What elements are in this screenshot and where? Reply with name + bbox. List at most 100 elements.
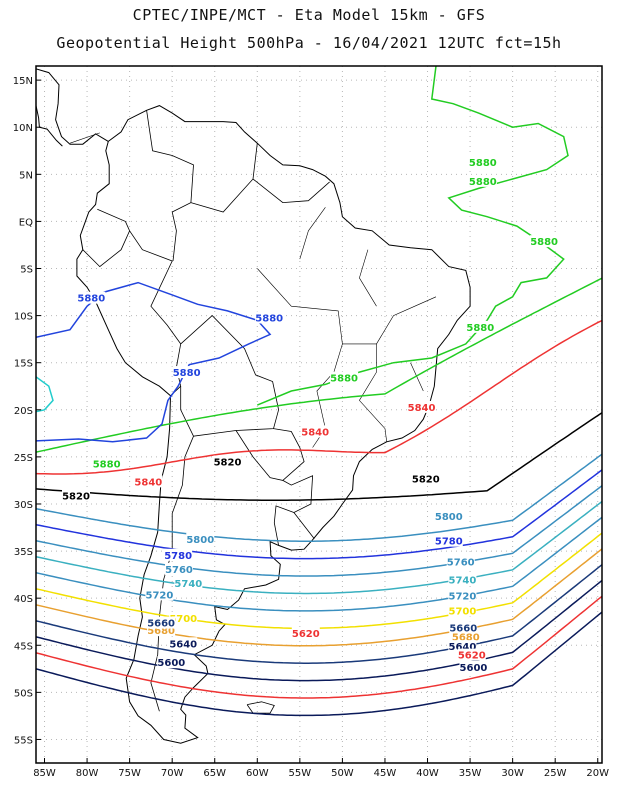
lon-tick-label: 45W (374, 768, 397, 779)
contour-label: 5880 (330, 374, 358, 385)
map-frame (35, 65, 603, 764)
contour-label-bg (407, 400, 436, 413)
contour-label-bg (169, 611, 198, 624)
contour-line-5720 (36, 516, 602, 612)
contour-label: 5640 (448, 642, 476, 653)
falkland-islands (246, 701, 275, 714)
lon-tick-label: 35W (459, 768, 482, 779)
lat-tick-label: EQ (19, 217, 33, 228)
country-border (273, 505, 295, 546)
lon-tick-label: 20W (586, 768, 609, 779)
lat-tick-label: 10S (14, 312, 33, 323)
contour-label-bg (457, 648, 486, 661)
contour-label-bg (411, 472, 440, 485)
contour-line-5800 (36, 453, 602, 542)
lat-tick-label: 15N (13, 76, 33, 87)
contour-line-5780 (36, 469, 602, 560)
contour-line-5640 (36, 579, 602, 682)
central-america-pacific-coast (36, 105, 63, 147)
map-title-line-1: CPTEC/INPE/MCT - Eta Model 15km - GFS (132, 6, 486, 24)
contour-label: 5740 (174, 579, 202, 590)
graticule-grid (36, 66, 602, 763)
lon-tick-label: 25W (544, 768, 567, 779)
lat-tick-label: 45S (14, 641, 33, 652)
contour-label: 5820 (62, 491, 90, 502)
contour-label-bg (468, 156, 497, 169)
state-border (359, 249, 377, 307)
country-border (82, 230, 130, 268)
contour-label-bg (213, 455, 242, 468)
lat-tick-label: 10N (13, 123, 33, 134)
country-border (146, 110, 194, 262)
contour-label-bg (330, 371, 359, 384)
lat-tick-label: 35S (14, 547, 33, 558)
contour-label: 5780 (164, 551, 192, 562)
contour-label: 5880 (469, 177, 497, 188)
lon-tick-label: 60W (246, 768, 269, 779)
contour-line-small-cyan (36, 376, 54, 413)
contour-label: 5880 (173, 368, 201, 379)
contour-label: 5620 (458, 651, 486, 662)
contour-line-5600 (36, 611, 602, 717)
contour-label-bg (448, 573, 477, 586)
contour-line-5680 (36, 548, 602, 647)
contour-label-bg (434, 534, 463, 547)
lat-tick-label: 40S (14, 594, 33, 605)
contour-label: 5720 (145, 590, 173, 601)
state-border (410, 362, 424, 392)
lon-tick-label: 70W (161, 768, 184, 779)
lat-tick-label: 30S (14, 500, 33, 511)
contour-label: 5780 (435, 537, 463, 548)
contour-line-5740 (36, 500, 602, 595)
contour-label: 5660 (147, 619, 175, 630)
contour-label-bg (62, 489, 91, 502)
lat-tick-label: 20S (14, 406, 33, 417)
lon-tick-label: 85W (33, 768, 56, 779)
country-border (252, 178, 330, 204)
contour-label: 5620 (292, 629, 320, 640)
contour-label-bg (172, 366, 201, 379)
contour-label: 5600 (157, 658, 185, 669)
contour-label: 5820 (412, 474, 440, 485)
contour-label-bg (530, 235, 559, 248)
contour-label: 5800 (186, 535, 214, 546)
contour-label-bg (451, 630, 480, 643)
lon-tick-label: 30W (501, 768, 524, 779)
contour-label-bg (164, 562, 193, 575)
contour-label-bg (466, 320, 495, 333)
contour-line-5880 (36, 277, 602, 453)
contour-label: 5840 (134, 477, 162, 488)
south-america-coastline (76, 105, 471, 744)
contour-line-5700 (36, 532, 602, 630)
contour-label-bg (459, 660, 488, 673)
contour-label-bg (186, 532, 215, 545)
contour-line-5620 (36, 595, 602, 699)
contour-label-bg (92, 457, 121, 470)
contour-line-5880-atlantic (257, 66, 569, 406)
contour-line-5820 (36, 412, 602, 501)
contour-label: 5880 (469, 158, 497, 169)
contour-label: 5800 (435, 512, 463, 523)
lat-tick-label: 50S (14, 688, 33, 699)
contour-label-bg (77, 291, 106, 304)
contour-label: 5840 (408, 403, 436, 414)
country-border (190, 143, 258, 213)
lon-tick-label: 75W (118, 768, 141, 779)
contour-label: 5720 (448, 591, 476, 602)
contour-label: 5660 (449, 623, 477, 634)
contour-label-bg (301, 425, 330, 438)
lat-tick-label: 5S (20, 265, 33, 276)
lat-tick-label: 15S (14, 359, 33, 370)
contour-label: 5740 (448, 575, 476, 586)
contour-labels: 5880 5880 5880 5880 5880 5880 5880 5880 5880 5840… (62, 156, 559, 674)
contour-line-5880-inland (36, 281, 272, 443)
contour-label-bg (291, 626, 320, 639)
country-border (235, 428, 305, 481)
contour-label-bg (169, 637, 198, 650)
contour-label-bg (145, 588, 174, 601)
contour-label-bg (434, 510, 463, 523)
contour-label: 5880 (466, 323, 494, 334)
contour-label-bg (448, 604, 477, 617)
contour-label-bg (164, 548, 193, 561)
panama-coast (69, 132, 100, 144)
